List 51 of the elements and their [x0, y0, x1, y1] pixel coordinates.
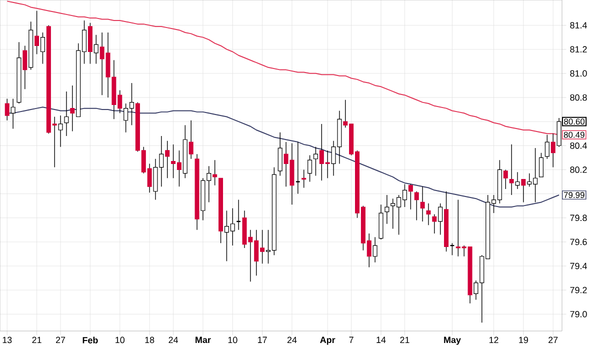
- annotation: 79.99: [564, 192, 584, 198]
- x-tick-label: 24: [168, 336, 178, 344]
- x-tick-label: Apr: [320, 336, 336, 345]
- y-tick-label: 79.6: [570, 238, 587, 246]
- y-tick-label: 79.2: [570, 286, 587, 294]
- x-tick-label: 18: [145, 336, 154, 344]
- y-tick-label: 79.4: [570, 262, 587, 270]
- x-tick-label: 17: [258, 336, 267, 343]
- candlestick: [384, 194, 390, 224]
- annotation: 80.49: [564, 132, 584, 138]
- candlestick: [313, 146, 318, 176]
- candlestick: [372, 236, 378, 263]
- candlestick: [544, 134, 550, 160]
- y-tick-label: 81.4: [570, 22, 587, 28]
- x-tick-label: 12: [489, 336, 498, 344]
- x-tick-label: 21: [32, 336, 42, 344]
- candlestick: [58, 115, 63, 148]
- candlestick: [10, 98, 16, 130]
- candlestick: [64, 91, 69, 136]
- candlestick: [94, 34, 98, 64]
- y-tick-label: 81.0: [570, 70, 587, 77]
- x-tick-label: 14: [376, 336, 386, 343]
- candlestick: [278, 132, 282, 176]
- x-tick-label: May: [444, 336, 461, 345]
- x-tick-label: Feb: [82, 336, 98, 344]
- y-tick-label: 81.2: [570, 46, 587, 53]
- y-tick-label: 80.8: [570, 94, 587, 101]
- x-tick-label: 10: [116, 336, 125, 344]
- candlestick: [420, 186, 425, 222]
- x-tick-label: 19: [519, 336, 528, 344]
- y-tick-label: 79.8: [570, 214, 587, 222]
- candlestick: [414, 191, 419, 221]
- candlestick: [426, 203, 431, 226]
- x-tick-label: 24: [287, 336, 297, 344]
- x-tick-label: 27: [548, 336, 558, 344]
- candlestick: [538, 152, 544, 178]
- x-tick-label: 10: [228, 336, 238, 344]
- x-tick-label: 21: [400, 336, 410, 344]
- annotation: 80.60: [564, 118, 585, 125]
- candlestick: [308, 154, 312, 182]
- y-tick-label: 79.0: [570, 310, 587, 318]
- x-tick-label: 13: [2, 336, 12, 344]
- candlestick: [438, 203, 443, 236]
- y-tick-label: 80.4: [570, 142, 587, 149]
- candlestick: [295, 142, 300, 194]
- candlestick: [515, 172, 520, 190]
- y-tick-label: 80.2: [570, 166, 587, 173]
- x-tick-label: 7: [349, 336, 354, 343]
- candlestick: [40, 32, 45, 64]
- x-tick-label: 27: [56, 336, 66, 344]
- x-tick-label: Mar: [196, 336, 211, 344]
